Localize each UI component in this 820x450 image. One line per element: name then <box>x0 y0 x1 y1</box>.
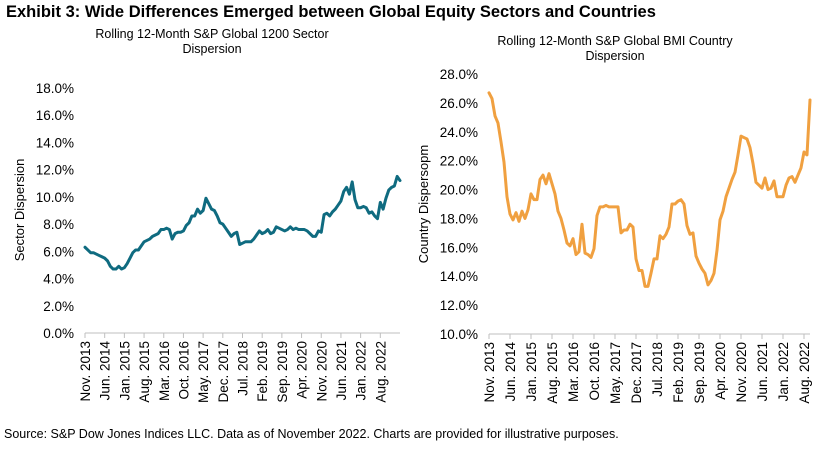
x-tick-label: Jul. 2018 <box>236 341 251 396</box>
y-tick-label: 14.0% <box>440 269 478 284</box>
x-tick-label: Feb. 2019 <box>671 342 686 403</box>
x-tick-label: Apr. 2020 <box>295 341 310 399</box>
country-dispersion-chart: Country Dispersopm 10.0%12.0%14.0%16.0%1… <box>416 67 812 404</box>
left-chart-title-line-1: Rolling 12-Month S&P Global 1200 Sector <box>95 27 329 41</box>
x-tick-label: Aug. 2015 <box>545 342 560 404</box>
source-note: Source: S&P Dow Jones Indices LLC. Data … <box>4 427 619 441</box>
x-tick-label: Aug. 2022 <box>797 342 812 404</box>
y-tick-label: 10.0% <box>440 327 478 342</box>
sector-dispersion-line <box>83 174 402 271</box>
y-tick-label: 12.0% <box>36 163 74 178</box>
right-y-tick-labels: 10.0% 12.0% 14.0% 16.0% 18.0% 20.0% 22.0% 24.0%… <box>440 67 478 342</box>
y-tick-label: 12.0% <box>440 298 478 313</box>
sector-dispersion-chart: Sector Dispersion 0.0% 2.0% 4.0% 6.0% 8.0% 10… <box>12 81 402 404</box>
x-tick-label: Nov. 2013 <box>482 342 497 403</box>
y-tick-label: 24.0% <box>440 125 478 140</box>
x-tick-label: Jun. 2021 <box>334 341 349 400</box>
right-x-ticks <box>488 334 805 339</box>
right-y-axis-title: Country Dispersopm <box>416 145 431 264</box>
x-tick-label: Jan. 2022 <box>776 342 791 401</box>
right-x-tick-labels: Nov. 2013 Jun. 2014 Jan. 2015 Aug. 2015 Mar.… <box>482 342 812 405</box>
left-x-tick-labels: Nov. 2013 Jun. 2014 Jan. 2015 Aug. 2015 Mar.… <box>78 341 388 404</box>
y-tick-label: 0.0% <box>43 326 74 341</box>
y-tick-label: 26.0% <box>440 96 478 111</box>
x-tick-label: Mar. 2016 <box>157 341 172 401</box>
x-tick-label: Oct. 2016 <box>587 342 602 401</box>
x-tick-label: Jul. 2018 <box>650 342 665 397</box>
x-tick-label: Nov. 2013 <box>78 341 93 402</box>
x-tick-label: Jan. 2015 <box>524 342 539 401</box>
right-chart-title-line-1: Rolling 12-Month S&P Global BMI Country <box>497 34 733 48</box>
left-y-axis-title: Sector Dispersion <box>12 159 27 262</box>
x-tick-label: Aug. 2015 <box>137 341 152 403</box>
x-tick-label: Jun. 2014 <box>98 341 113 401</box>
left-chart-title-line-2: Dispersion <box>182 42 242 56</box>
x-tick-label: Jan. 2022 <box>354 341 369 400</box>
left-chart-title: Rolling 12-Month S&P Global 1200 Sector … <box>62 27 362 57</box>
y-tick-label: 16.0% <box>36 108 74 123</box>
right-chart-title: Rolling 12-Month S&P Global BMI Country … <box>455 34 775 64</box>
x-tick-label: Jun. 2014 <box>503 342 518 402</box>
x-tick-label: Jan. 2015 <box>117 341 132 400</box>
y-tick-label: 18.0% <box>440 211 478 226</box>
x-tick-label: May. 2017 <box>196 341 211 403</box>
y-tick-label: 22.0% <box>440 154 478 169</box>
x-tick-label: Aug. 2022 <box>373 341 388 403</box>
exhibit-title: Exhibit 3: Wide Differences Emerged betw… <box>6 3 656 21</box>
y-tick-label: 10.0% <box>36 190 74 205</box>
x-tick-label: Jun. 2021 <box>755 342 770 401</box>
x-tick-label: Mar. 2016 <box>566 342 581 402</box>
y-tick-label: 16.0% <box>440 240 478 255</box>
x-tick-label: Dec. 2017 <box>216 341 231 403</box>
y-tick-label: 6.0% <box>43 244 74 259</box>
x-tick-label: Apr. 2020 <box>713 342 728 400</box>
x-tick-label: Sep. 2019 <box>275 341 290 403</box>
x-tick-label: Feb. 2019 <box>255 341 270 402</box>
x-tick-label: Dec. 2017 <box>629 342 644 404</box>
x-tick-label: Sep. 2019 <box>692 342 707 404</box>
y-tick-label: 20.0% <box>440 183 478 198</box>
left-x-ticks <box>84 333 381 338</box>
y-tick-label: 14.0% <box>36 135 74 150</box>
y-tick-label: 28.0% <box>440 67 478 82</box>
x-tick-label: Nov. 2020 <box>314 341 329 402</box>
x-tick-label: May. 2017 <box>608 342 623 404</box>
left-y-tick-labels: 0.0% 2.0% 4.0% 6.0% 8.0% 10.0% 12.0% 14.0% 16.0%… <box>36 81 74 341</box>
country-dispersion-line <box>487 91 812 288</box>
y-tick-label: 8.0% <box>43 217 74 232</box>
x-tick-label: Oct. 2016 <box>176 341 191 400</box>
right-chart-title-line-2: Dispersion <box>585 49 645 63</box>
y-tick-label: 2.0% <box>43 299 74 314</box>
y-tick-label: 18.0% <box>36 81 74 96</box>
y-tick-label: 4.0% <box>43 272 74 287</box>
x-tick-label: Nov. 2020 <box>734 342 749 403</box>
